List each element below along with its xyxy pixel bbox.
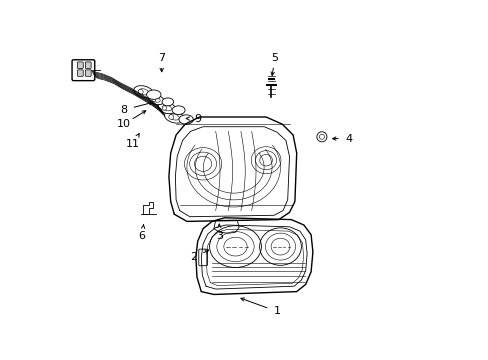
Circle shape — [319, 134, 324, 139]
Ellipse shape — [146, 90, 161, 99]
Ellipse shape — [163, 105, 171, 111]
Ellipse shape — [158, 102, 176, 114]
Ellipse shape — [134, 86, 153, 98]
Ellipse shape — [148, 95, 163, 105]
Ellipse shape — [138, 90, 143, 94]
Ellipse shape — [162, 98, 173, 106]
Ellipse shape — [139, 89, 148, 95]
Text: 3: 3 — [215, 231, 223, 241]
FancyBboxPatch shape — [77, 62, 83, 68]
Text: 10: 10 — [117, 119, 131, 129]
Text: 1: 1 — [273, 306, 280, 316]
Circle shape — [316, 132, 326, 142]
Ellipse shape — [152, 97, 160, 102]
FancyBboxPatch shape — [72, 60, 95, 81]
Text: 6: 6 — [138, 231, 145, 241]
Text: 7: 7 — [158, 53, 165, 63]
Ellipse shape — [162, 106, 166, 110]
Ellipse shape — [172, 106, 185, 114]
FancyBboxPatch shape — [85, 62, 91, 68]
Text: 9: 9 — [194, 114, 201, 124]
Ellipse shape — [152, 98, 156, 102]
FancyBboxPatch shape — [77, 70, 83, 76]
Text: 4: 4 — [345, 134, 352, 144]
FancyBboxPatch shape — [199, 249, 207, 266]
Text: 5: 5 — [271, 53, 278, 63]
Ellipse shape — [179, 115, 193, 124]
Ellipse shape — [168, 115, 173, 119]
Text: 11: 11 — [125, 139, 140, 149]
FancyBboxPatch shape — [85, 70, 91, 76]
Ellipse shape — [169, 114, 179, 120]
Text: 8: 8 — [120, 105, 127, 115]
Ellipse shape — [164, 111, 184, 123]
Text: 2: 2 — [190, 252, 197, 262]
